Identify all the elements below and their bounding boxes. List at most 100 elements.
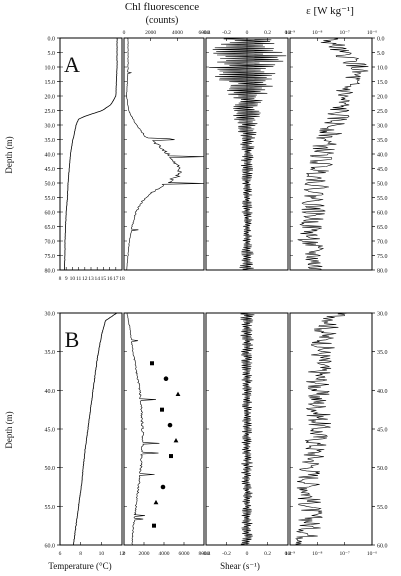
depth-tick-label-right: 80.0	[377, 269, 388, 275]
depth-tick-label-right: 55.0	[377, 196, 388, 202]
marker-point-square	[160, 407, 164, 412]
header-chl: Chl fluorescence	[125, 1, 199, 13]
marker-point-circle	[167, 422, 173, 428]
depth-tick-label-right: 30.0	[377, 124, 388, 130]
depth-tick-label-left: 30.0	[45, 312, 56, 318]
header-epsilon: ε [W kg⁻¹]	[306, 5, 354, 17]
x-tick-label-shear: 0.4	[285, 30, 292, 36]
depth-tick-label-left: 40.0	[45, 153, 56, 159]
x-tick-label-shear: 0.2	[264, 551, 271, 557]
x-tick-label-temperature: 10	[70, 276, 76, 282]
x-tick-label-temperature: 13	[88, 276, 94, 282]
depth-tick-label-right: 65.0	[377, 225, 388, 231]
series-line-chl_fluorescence	[126, 312, 160, 546]
depth-tick-label-right: 25.0	[377, 109, 388, 115]
depth-tick-label-right: 60.0	[377, 544, 388, 550]
depth-tick-label-left: 35.0	[45, 350, 56, 356]
xlabel-temperature: Temperature (°C)	[48, 561, 111, 571]
x-tick-label-temperature: 17	[113, 276, 119, 282]
depth-tick-label-right: 40.0	[377, 389, 388, 395]
x-tick-label-chl_fluorescence: 8000	[199, 551, 210, 557]
depth-tick-label-right: 50.0	[377, 182, 388, 188]
series-line-shear	[240, 312, 255, 546]
depth-tick-label-left: 0.0	[48, 37, 56, 43]
series-line-chl_fluorescence	[126, 37, 204, 271]
depth-tick-label-left: 35.0	[45, 138, 56, 144]
x-tick-label-epsilon: 10⁻⁷	[340, 551, 350, 557]
depth-tick-label-left: 75.0	[45, 254, 56, 260]
depth-tick-label-right: 20.0	[377, 95, 388, 101]
x-tick-label-temperature: 18	[119, 276, 125, 282]
marker-point-triangle	[153, 499, 159, 505]
depth-tick-label-left: 40.0	[45, 389, 56, 395]
x-tick-label-chl_fluorescence: 6000	[199, 30, 210, 36]
x-tick-label-temperature: 16	[107, 276, 113, 282]
depth-tick-label-left: 45.0	[45, 428, 56, 434]
depth-tick-label-left: 80.0	[45, 269, 56, 275]
x-tick-label-temperature: 14	[94, 276, 100, 282]
x-tick-label-epsilon: 10⁻⁶	[367, 30, 377, 36]
depth-tick-label-right: 50.0	[377, 466, 388, 472]
x-tick-label-epsilon: 10⁻⁸	[312, 30, 322, 36]
ylabel-depth-b: Depth (m)	[4, 411, 14, 448]
depth-tick-label-left: 60.0	[45, 211, 56, 217]
depth-tick-label-left: 45.0	[45, 167, 56, 173]
depth-tick-label-right: 55.0	[377, 505, 388, 511]
depth-tick-label-left: 55.0	[45, 196, 56, 202]
depth-tick-label-right: 15.0	[377, 80, 388, 86]
depth-tick-label-right: 75.0	[377, 254, 388, 260]
x-tick-label-temperature: 10	[99, 551, 105, 557]
series-line-temperature	[72, 312, 118, 546]
depth-tick-label-left: 20.0	[45, 95, 56, 101]
series-line-epsilon	[295, 312, 351, 546]
depth-tick-label-left: 65.0	[45, 225, 56, 231]
x-tick-label-shear: 0	[246, 30, 249, 36]
x-tick-label-temperature: 9	[65, 276, 68, 282]
depth-tick-label-right: 5.0	[377, 51, 385, 57]
depth-tick-label-left: 5.0	[48, 51, 56, 57]
header-counts: (counts)	[146, 15, 179, 26]
depth-tick-label-left: 50.0	[45, 182, 56, 188]
x-tick-label-temperature: 11	[76, 276, 82, 282]
depth-tick-label-right: 30.0	[377, 312, 388, 318]
marker-point-circle	[160, 484, 166, 490]
marker-point-triangle	[175, 391, 181, 396]
x-tick-label-chl_fluorescence: 6000	[179, 551, 190, 557]
x-tick-label-chl_fluorescence: 4000	[172, 30, 183, 36]
x-tick-label-shear: -0.2	[222, 30, 231, 36]
marker-point-square	[169, 454, 173, 459]
x-tick-label-temperature: 8	[59, 276, 62, 282]
depth-tick-label-right: 10.0	[377, 66, 388, 72]
x-tick-label-epsilon: 10⁻⁷	[340, 30, 350, 36]
ylabel-depth-a: Depth (m)	[4, 136, 14, 173]
x-tick-label-shear: -0.2	[222, 551, 231, 557]
x-tick-label-chl_fluorescence: 0	[123, 551, 126, 557]
series-line-temperature	[63, 38, 118, 270]
depth-tick-label-right: 0.0	[377, 37, 385, 43]
x-tick-label-epsilon: 10⁻⁹	[285, 30, 295, 36]
depth-tick-label-left: 55.0	[45, 505, 56, 511]
x-tick-label-shear: -0.4	[202, 30, 211, 36]
x-tick-label-shear: 0.4	[285, 551, 292, 557]
x-tick-label-chl_fluorescence: 2000	[139, 551, 150, 557]
x-tick-label-shear: -0.4	[202, 551, 211, 557]
depth-tick-label-left: 70.0	[45, 240, 56, 246]
x-tick-label-shear: 0	[246, 551, 249, 557]
depth-tick-label-right: 45.0	[377, 428, 388, 434]
depth-tick-label-left: 15.0	[45, 80, 56, 86]
x-tick-label-temperature: 8	[79, 551, 82, 557]
marker-point-square	[150, 361, 154, 366]
depth-tick-label-left: 25.0	[45, 109, 56, 115]
x-tick-label-temperature: 6	[59, 551, 62, 557]
marker-point-circle	[163, 376, 169, 382]
depth-tick-label-right: 60.0	[377, 211, 388, 217]
depth-tick-label-left: 30.0	[45, 124, 56, 130]
panel-label-A: A	[64, 52, 80, 77]
x-tick-label-temperature: 15	[101, 276, 107, 282]
depth-tick-label-right: 35.0	[377, 350, 388, 356]
depth-tick-label-left: 60.0	[45, 544, 56, 550]
depth-tick-label-right: 45.0	[377, 167, 388, 173]
x-tick-label-epsilon: 10⁻⁹	[285, 551, 295, 557]
marker-point-triangle	[173, 438, 179, 443]
